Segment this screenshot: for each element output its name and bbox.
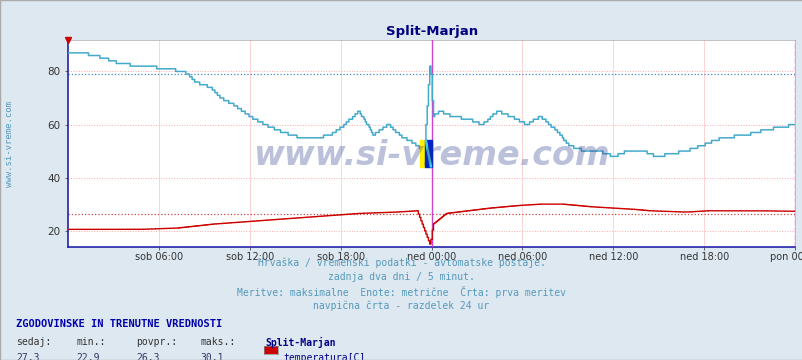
Text: zadnja dva dni / 5 minut.: zadnja dva dni / 5 minut.	[328, 272, 474, 282]
Text: www.si-vreme.com: www.si-vreme.com	[5, 101, 14, 187]
Text: povpr.:: povpr.:	[136, 337, 177, 347]
Text: 22,9: 22,9	[76, 353, 99, 360]
Title: Split-Marjan: Split-Marjan	[385, 26, 477, 39]
Text: Meritve: maksimalne  Enote: metrične  Črta: prva meritev: Meritve: maksimalne Enote: metrične Črta…	[237, 286, 565, 298]
Text: 26,3: 26,3	[136, 353, 160, 360]
Text: 27,3: 27,3	[16, 353, 39, 360]
Text: temperatura[C]: temperatura[C]	[283, 353, 365, 360]
Text: maks.:: maks.:	[200, 337, 236, 347]
Text: www.si-vreme.com: www.si-vreme.com	[253, 139, 610, 172]
Text: ZGODOVINSKE IN TRENUTNE VREDNOSTI: ZGODOVINSKE IN TRENUTNE VREDNOSTI	[16, 319, 222, 329]
Text: min.:: min.:	[76, 337, 106, 347]
Text: Hrvaška / vremenski podatki - avtomatske postaje.: Hrvaška / vremenski podatki - avtomatske…	[257, 257, 545, 268]
Text: 30,1: 30,1	[200, 353, 224, 360]
Text: Split-Marjan: Split-Marjan	[265, 337, 335, 348]
Text: navpična črta - razdelek 24 ur: navpična črta - razdelek 24 ur	[313, 301, 489, 311]
Text: sedaj:: sedaj:	[16, 337, 51, 347]
Bar	[419, 140, 426, 167]
Bar	[425, 140, 431, 167]
Polygon shape	[425, 140, 431, 167]
